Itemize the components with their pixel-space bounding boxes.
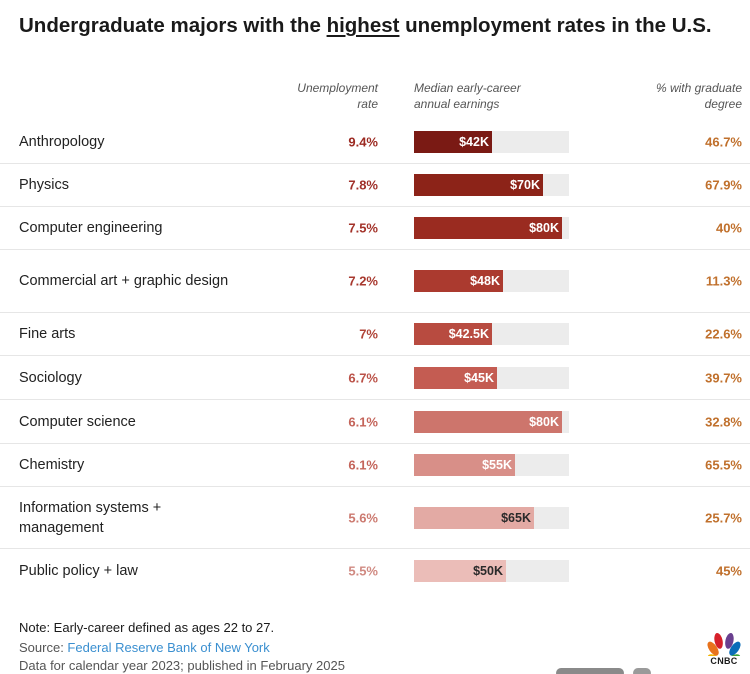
title-highlight: highest: [326, 14, 400, 37]
header-graduate-line1: % with graduate: [655, 81, 742, 95]
unemployment-rate-value: 9.4%: [348, 134, 378, 149]
unemployment-rate-value: 6.1%: [348, 457, 378, 473]
page-dot[interactable]: [633, 668, 651, 674]
earnings-bar-label: $42K: [459, 134, 489, 149]
source-prefix: Source:: [19, 640, 68, 655]
header-graduate-degree: % with graduate degree: [656, 80, 742, 112]
earnings-bar-label: $55K: [482, 458, 512, 472]
unemployment-rate-value: 7%: [359, 326, 378, 342]
earnings-bar: $80K: [414, 217, 562, 239]
earnings-bar: $55K: [414, 454, 515, 476]
major-name: Fine arts: [19, 326, 76, 342]
earnings-bar-label: $45K: [464, 370, 494, 385]
graduate-degree-value: 39.7%: [705, 370, 742, 385]
table-row: Commercial art + graphic design 7.2% $48K 1…: [0, 250, 750, 313]
majors-table: Anthropology 9.4% $42K 46.7% Physics 7.8% $70K…: [0, 120, 750, 593]
title-prefix: Undergraduate majors with the: [19, 14, 327, 37]
header-unemployment-rate: Unemployment rate: [297, 80, 378, 112]
earnings-bar-label: $70K: [510, 178, 540, 192]
earnings-bar-track: $55K: [414, 454, 569, 476]
source-link[interactable]: Federal Reserve Bank of New York: [67, 640, 270, 655]
table-row: Information systems + management 5.6% $65K…: [0, 487, 750, 549]
earnings-bar-track: $65K: [414, 506, 569, 529]
earnings-bar: $42.5K: [414, 323, 492, 345]
earnings-bar-track: $50K: [414, 560, 569, 582]
header-earnings-line1: Median early-career: [414, 81, 521, 95]
graduate-degree-value: 46.7%: [705, 134, 742, 149]
table-row: Anthropology 9.4% $42K 46.7%: [0, 120, 750, 164]
earnings-bar-track: $80K: [414, 217, 569, 239]
earnings-bar: $48K: [414, 270, 503, 292]
earnings-bar-label: $65K: [501, 510, 531, 525]
earnings-bar: $80K: [414, 410, 562, 433]
earnings-bar: $65K: [414, 506, 534, 529]
unemployment-rate-value: 5.6%: [348, 510, 378, 525]
graduate-degree-value: 45%: [715, 563, 742, 579]
major-name: Computer engineering: [19, 220, 163, 236]
earnings-bar-label: $48K: [470, 274, 500, 288]
table-row: Physics 7.8% $70K 67.9%: [0, 164, 750, 207]
major-name: Commercial art + graphic design: [19, 273, 229, 289]
header-earnings: Median early-career annual earnings: [414, 80, 521, 112]
note-text: Note: Early-career defined as ages 22 to…: [19, 620, 275, 635]
unemployment-rate-value: 5.5%: [348, 563, 378, 579]
earnings-bar-label: $50K: [473, 564, 503, 578]
graduate-degree-value: 65.5%: [705, 457, 742, 473]
graduate-degree-value: 67.9%: [705, 177, 742, 193]
earnings-bar-track: $48K: [414, 270, 569, 292]
graduate-degree-value: 22.6%: [705, 326, 742, 342]
major-name: Public policy + law: [19, 563, 138, 579]
table-row: Chemistry 6.1% $55K 65.5%: [0, 444, 750, 487]
unemployment-rate-value: 7.2%: [348, 273, 378, 289]
unemployment-rate-value: 6.1%: [348, 414, 378, 429]
table-row: Public policy + law 5.5% $50K 45%: [0, 549, 750, 593]
logo-text: CNBC: [710, 656, 738, 666]
home-indicator[interactable]: [556, 668, 624, 674]
earnings-bar: $50K: [414, 560, 506, 582]
table-row: Fine arts 7% $42.5K 22.6%: [0, 313, 750, 356]
earnings-bar-track: $42.5K: [414, 323, 569, 345]
unemployment-rate-value: 7.5%: [348, 220, 378, 236]
unemployment-rate-value: 7.8%: [348, 177, 378, 193]
major-name: Chemistry: [19, 457, 85, 473]
table-row: Sociology 6.7% $45K 39.7%: [0, 356, 750, 400]
header-unemployment-line2: rate: [357, 97, 378, 111]
header-earnings-line2: annual earnings: [414, 97, 500, 111]
title-suffix: unemployment rates in the U.S.: [399, 14, 712, 37]
graduate-degree-value: 32.8%: [705, 414, 742, 429]
page-title: Undergraduate majors with the highest un…: [19, 14, 712, 38]
graduate-degree-value: 11.3%: [705, 273, 742, 289]
header-graduate-line2: degree: [704, 97, 742, 111]
data-year-line: Data for calendar year 2023; published i…: [19, 658, 345, 673]
earnings-bar-track: $42K: [414, 130, 569, 153]
peacock-icon: [707, 633, 741, 665]
earnings-bar-label: $80K: [529, 414, 559, 429]
major-name: Sociology: [19, 369, 82, 386]
major-name: Physics: [19, 177, 69, 193]
earnings-bar-track: $45K: [414, 366, 569, 389]
earnings-bar-label: $80K: [529, 221, 559, 235]
earnings-bar-track: $70K: [414, 174, 569, 196]
earnings-bar-track: $80K: [414, 410, 569, 433]
header-unemployment-line1: Unemployment: [297, 81, 378, 95]
table-row: Computer science 6.1% $80K 32.8%: [0, 400, 750, 444]
earnings-bar-label: $42.5K: [448, 327, 489, 341]
earnings-bar: $42K: [414, 130, 492, 153]
table-row: Computer engineering 7.5% $80K 40%: [0, 207, 750, 250]
earnings-bar: $45K: [414, 366, 497, 389]
cnbc-logo: CNBC: [704, 630, 744, 666]
earnings-bar: $70K: [414, 174, 543, 196]
major-name: Computer science: [19, 413, 136, 430]
unemployment-rate-value: 6.7%: [348, 370, 378, 385]
major-name: Information systems + management: [19, 499, 162, 536]
graduate-degree-value: 40%: [715, 220, 742, 236]
graduate-degree-value: 25.7%: [705, 510, 742, 525]
major-name: Anthropology: [19, 133, 105, 150]
source-line: Source: Federal Reserve Bank of New York: [19, 640, 270, 655]
